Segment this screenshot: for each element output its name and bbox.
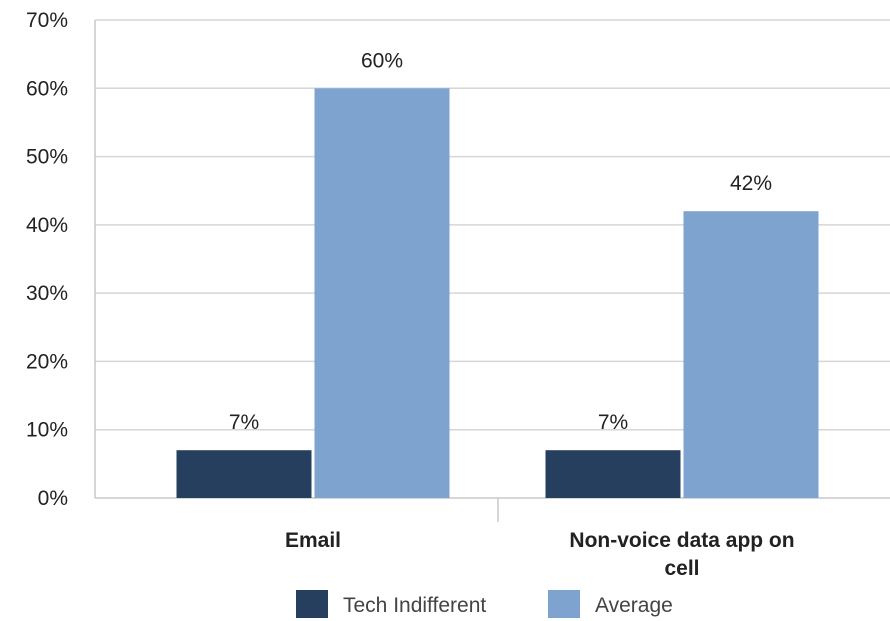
y-tick-label: 20% [26,350,68,373]
data-label: 7% [598,411,628,434]
data-label: 60% [361,49,403,72]
category-label-email: Email [285,529,341,552]
y-tick-label: 50% [26,146,68,169]
y-tick-label: 70% [26,9,68,32]
gridlines [95,19,890,431]
legend-swatch-average [548,590,580,618]
legend-swatch-tech-indifferent [296,590,328,618]
bars [176,88,819,499]
category-label-non-voice: Non-voice data app on cell [569,529,794,580]
data-label: 7% [229,411,259,434]
y-tick-label: 10% [26,419,68,442]
bar-average-0 [314,88,450,499]
bar-tech-indifferent-1 [545,450,681,498]
bar-tech-indifferent-0 [176,450,312,498]
legend-label-average: Average [595,594,673,617]
y-axis-ticks: 0% 10% 20% 30% 40% 50% 60% 70% [26,9,68,510]
y-tick-label: 30% [26,282,68,305]
data-label: 42% [730,172,772,195]
bar-average-1 [683,211,819,498]
legend: Tech Indifferent Average [296,590,673,618]
data-labels: 7% 7% 60% 42% [229,49,772,434]
y-tick-label: 40% [26,214,68,237]
legend-label-tech-indifferent: Tech Indifferent [343,594,486,617]
y-tick-label: 60% [26,77,68,100]
y-tick-label: 0% [38,487,68,510]
